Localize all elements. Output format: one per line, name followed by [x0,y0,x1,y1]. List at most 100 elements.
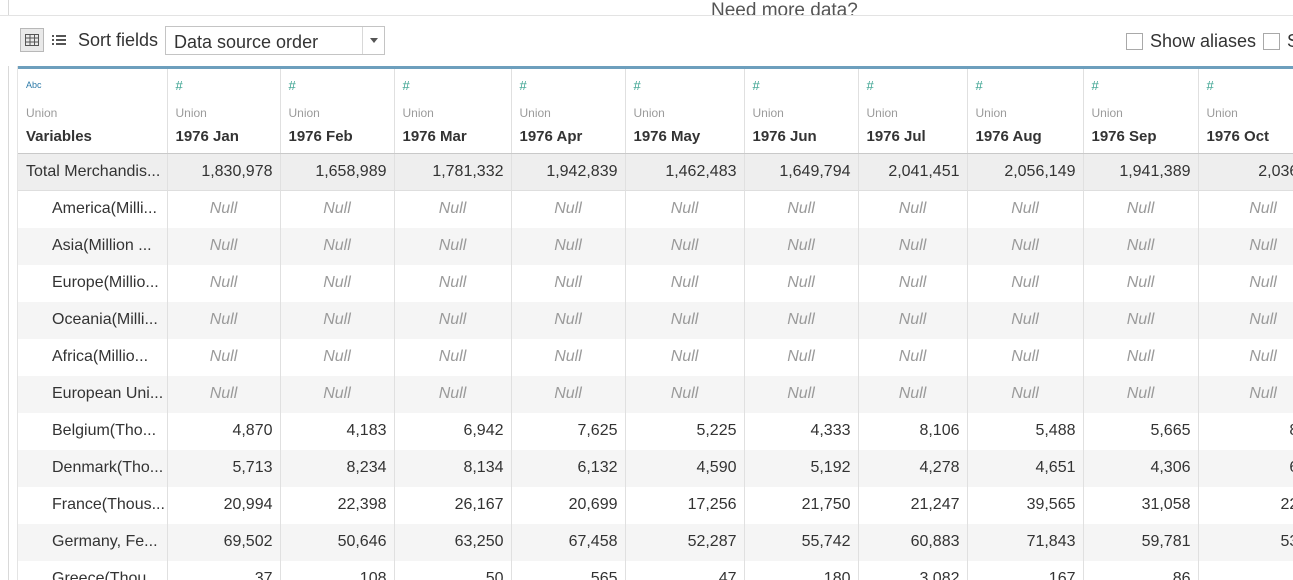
column-header[interactable]: # Union 1976 Jun [744,66,859,154]
value-cell[interactable]: 67,458 [511,523,626,561]
value-cell[interactable]: 4,183 [280,412,395,450]
value-cell[interactable]: 2,041,451 [858,153,968,191]
value-cell[interactable]: 180 [744,560,859,580]
row-label[interactable]: Africa(Millio... [18,338,168,376]
null-cell[interactable]: Null [511,375,626,413]
null-cell[interactable]: Null [511,301,626,339]
row-label[interactable]: Total Merchandis... [18,153,168,191]
null-cell[interactable]: Null [625,264,745,302]
null-cell[interactable]: Null [280,264,395,302]
value-cell[interactable]: 53,90 [1198,523,1293,561]
value-cell[interactable]: 50,646 [280,523,395,561]
value-cell[interactable]: 167 [967,560,1084,580]
null-cell[interactable]: Null [280,375,395,413]
null-cell[interactable]: Null [511,190,626,228]
value-cell[interactable]: 4,651 [967,449,1084,487]
null-cell[interactable]: Null [1198,375,1293,413]
null-cell[interactable]: Null [744,338,859,376]
value-cell[interactable]: 4,333 [744,412,859,450]
null-cell[interactable]: Null [167,227,281,265]
null-cell[interactable]: Null [167,190,281,228]
number-type-icon[interactable]: # [866,78,874,93]
null-cell[interactable]: Null [625,375,745,413]
column-header[interactable]: # Union 1976 Oct [1198,66,1293,154]
null-cell[interactable]: Null [1198,301,1293,339]
value-cell[interactable]: 22,398 [280,486,395,524]
null-cell[interactable]: Null [511,338,626,376]
null-cell[interactable]: Null [858,338,968,376]
null-cell[interactable]: Null [1083,375,1199,413]
null-cell[interactable]: Null [394,190,512,228]
number-type-icon[interactable]: # [288,78,296,93]
value-cell[interactable]: 55,742 [744,523,859,561]
sort-fields-dropdown[interactable]: Data source order [165,26,385,55]
value-cell[interactable]: 71,843 [967,523,1084,561]
value-cell[interactable]: 86 [1083,560,1199,580]
value-cell[interactable]: 20,994 [167,486,281,524]
value-cell[interactable]: 52,287 [625,523,745,561]
null-cell[interactable]: Null [858,375,968,413]
value-cell[interactable]: 2,036,51 [1198,153,1293,191]
value-cell[interactable]: 5,192 [744,449,859,487]
value-cell[interactable]: 5,225 [625,412,745,450]
value-cell[interactable]: 4,306 [1083,449,1199,487]
value-cell[interactable]: 4,590 [625,449,745,487]
null-cell[interactable]: Null [280,190,395,228]
null-cell[interactable]: Null [167,301,281,339]
column-header[interactable]: # Union 1976 Feb [280,66,395,154]
column-header[interactable]: # Union 1976 Sep [1083,66,1199,154]
value-cell[interactable]: 19 [1198,560,1293,580]
value-cell[interactable]: 47 [625,560,745,580]
value-cell[interactable]: 1,649,794 [744,153,859,191]
null-cell[interactable]: Null [858,264,968,302]
column-header[interactable]: # Union 1976 Aug [967,66,1084,154]
row-label[interactable]: Europe(Millio... [18,264,168,302]
need-more-data-link[interactable]: Need more data? [711,0,858,16]
null-cell[interactable]: Null [1083,190,1199,228]
null-cell[interactable]: Null [1083,264,1199,302]
null-cell[interactable]: Null [967,227,1084,265]
column-header[interactable]: # Union 1976 May [625,66,745,154]
number-type-icon[interactable]: # [633,78,641,93]
value-cell[interactable]: 565 [511,560,626,580]
value-cell[interactable]: 3,082 [858,560,968,580]
value-cell[interactable]: 1,658,989 [280,153,395,191]
null-cell[interactable]: Null [511,227,626,265]
number-type-icon[interactable]: # [1091,78,1099,93]
value-cell[interactable]: 5,488 [967,412,1084,450]
value-cell[interactable]: 50 [394,560,512,580]
value-cell[interactable]: 8,01 [1198,412,1293,450]
value-cell[interactable]: 1,781,332 [394,153,512,191]
null-cell[interactable]: Null [1083,227,1199,265]
value-cell[interactable]: 63,250 [394,523,512,561]
value-cell[interactable]: 2,056,149 [967,153,1084,191]
value-cell[interactable]: 108 [280,560,395,580]
null-cell[interactable]: Null [280,338,395,376]
null-cell[interactable]: Null [394,264,512,302]
value-cell[interactable]: 1,830,978 [167,153,281,191]
null-cell[interactable]: Null [625,301,745,339]
value-cell[interactable]: 5,713 [167,449,281,487]
row-label[interactable]: Belgium(Tho... [18,412,168,450]
null-cell[interactable]: Null [858,190,968,228]
caret-down-icon[interactable] [362,27,384,54]
number-type-icon[interactable]: # [175,78,183,93]
row-label[interactable]: European Uni... [18,375,168,413]
value-cell[interactable]: 1,941,389 [1083,153,1199,191]
column-header[interactable]: Abc Union Variables [18,66,168,154]
null-cell[interactable]: Null [394,375,512,413]
null-cell[interactable]: Null [967,338,1084,376]
value-cell[interactable]: 59,781 [1083,523,1199,561]
value-cell[interactable]: 20,699 [511,486,626,524]
column-header[interactable]: # Union 1976 Mar [394,66,512,154]
extra-checkbox[interactable] [1263,32,1280,50]
null-cell[interactable]: Null [625,338,745,376]
value-cell[interactable]: 8,134 [394,449,512,487]
null-cell[interactable]: Null [1198,190,1293,228]
value-cell[interactable]: 31,058 [1083,486,1199,524]
value-cell[interactable]: 6,942 [394,412,512,450]
value-cell[interactable]: 69,502 [167,523,281,561]
null-cell[interactable]: Null [744,375,859,413]
value-cell[interactable]: 26,167 [394,486,512,524]
row-label[interactable]: Denmark(Tho... [18,449,168,487]
